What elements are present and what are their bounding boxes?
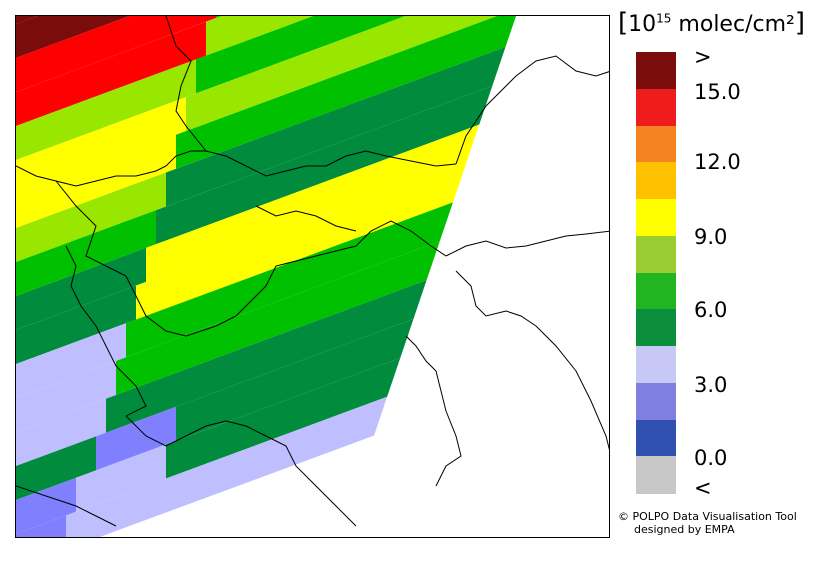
- legend-swatch: [636, 346, 676, 384]
- swath-pixel: [16, 361, 116, 432]
- legend-tick-label: 12.0: [694, 150, 741, 174]
- swath-pixel: [16, 323, 126, 398]
- border-line: [125, 415, 357, 527]
- legend-swatch: [636, 125, 676, 163]
- legend-color-bar: [636, 52, 676, 494]
- legend-swatch: [636, 272, 676, 310]
- legend-tick-label: <: [694, 476, 712, 500]
- legend-swatch: [636, 52, 676, 90]
- satellite-swath: [16, 16, 516, 537]
- swath-pixel: [176, 16, 516, 169]
- swath-pixel: [16, 172, 166, 262]
- legend-swatch: [636, 456, 676, 494]
- swath-pixel: [16, 210, 156, 296]
- swath-pixel: [16, 477, 76, 534]
- legend-tick-label: >: [694, 45, 712, 69]
- swath-pixel: [16, 285, 136, 364]
- swath-pixel: [106, 173, 516, 433]
- legend-swatch: [636, 162, 676, 200]
- swath-pixel: [156, 16, 516, 245]
- legend-swatch: [636, 235, 676, 273]
- no2-map: [16, 16, 609, 537]
- swath-pixel: [146, 37, 516, 282]
- legend-tick-label: 6.0: [694, 298, 728, 322]
- legend-unit: [1015 molec/cm²]: [618, 8, 805, 38]
- legend-tick-label: 3.0: [694, 373, 728, 397]
- legend-swatch: [636, 382, 676, 420]
- credit-line-2: designed by EMPA: [634, 522, 735, 536]
- swath-pixel: [116, 139, 516, 395]
- map-frame: [15, 15, 610, 538]
- border-line: [55, 180, 447, 337]
- credit-text: © POLPO Data Visualisation Tool designed…: [618, 510, 797, 536]
- legend-swatch: [636, 419, 676, 457]
- swath-pixel: [16, 97, 186, 194]
- swath-pixel: [126, 105, 516, 358]
- legend-swatch: [636, 199, 676, 237]
- border-line: [16, 485, 117, 527]
- swath-pixel: [16, 436, 96, 500]
- swath-pixel: [166, 16, 516, 207]
- border-line: [455, 270, 609, 451]
- border-line: [445, 230, 609, 257]
- legend-tick-label: 15.0: [694, 80, 741, 104]
- swath-pixel: [16, 247, 146, 330]
- swath-pixel: [186, 16, 516, 132]
- country-borders: [16, 16, 609, 527]
- border-line: [455, 95, 497, 165]
- legend-swatch: [636, 88, 676, 126]
- swath-pixel: [136, 71, 516, 320]
- border-line: [165, 16, 457, 177]
- swath-pixel: [16, 59, 196, 160]
- swath-pixel: [16, 16, 126, 58]
- swath-pixel: [16, 21, 206, 127]
- border-line: [65, 245, 147, 417]
- swath-pixel: [16, 16, 216, 92]
- border-line: [495, 55, 609, 97]
- legend-tick-label: 9.0: [694, 225, 728, 249]
- swath-pixel: [196, 16, 516, 94]
- legend-swatch: [636, 309, 676, 347]
- swath-pixel: [96, 406, 176, 471]
- swath-pixel: [76, 444, 166, 512]
- swath-pixel: [16, 398, 106, 466]
- border-line: [16, 150, 206, 187]
- legend-tick-label: 0.0: [694, 446, 728, 470]
- border-line: [405, 335, 462, 487]
- border-line: [255, 205, 357, 232]
- swath-pixel: [16, 515, 66, 537]
- credit-line-1: © POLPO Data Visualisation Tool: [618, 510, 797, 523]
